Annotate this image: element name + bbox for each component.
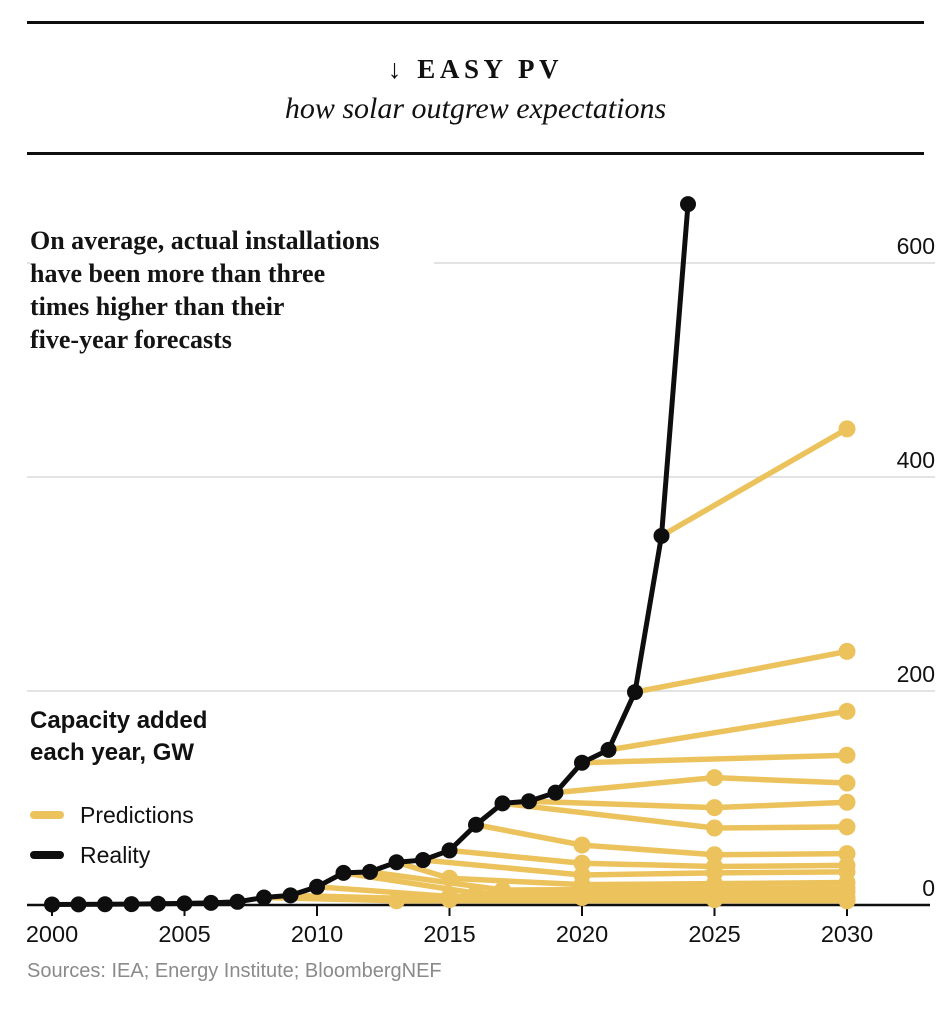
prediction-dot	[388, 892, 405, 910]
reality-dot	[282, 887, 299, 904]
x-tick-label: 2020	[556, 921, 608, 947]
x-tick-label: 2025	[688, 921, 740, 947]
x-tick-label: 2005	[158, 921, 210, 947]
annotation-line-3: times higher than their	[30, 292, 285, 321]
top-rule	[27, 21, 924, 24]
reality-dot	[441, 842, 458, 859]
source-line: Sources: IEA; Energy Institute; Bloomber…	[27, 960, 442, 982]
prediction-dot	[573, 854, 591, 872]
reality-dot	[574, 754, 590, 771]
prediction-line	[261, 894, 850, 904]
legend-title-line-2: each year, GW	[30, 739, 195, 766]
prediction-line	[446, 847, 850, 870]
reality-dot	[494, 795, 511, 812]
y-tick-label: 0	[922, 875, 935, 901]
reality-dot	[521, 793, 537, 810]
annotation-text: On average, actual installations have be…	[30, 224, 434, 362]
x-tick-label: 2030	[821, 921, 873, 947]
prediction-dot	[838, 793, 856, 811]
reality-dot	[680, 196, 696, 213]
reality-dot	[256, 889, 272, 906]
reality-dot	[627, 684, 643, 701]
legend-item-reality: Reality	[30, 835, 290, 875]
reality-swatch	[30, 851, 64, 859]
prediction-line	[526, 798, 850, 811]
prediction-dot	[706, 819, 723, 837]
annotation-line-4: five-year forecasts	[30, 325, 232, 354]
prediction-dot	[838, 818, 856, 836]
prediction-line	[579, 752, 850, 766]
y-tick-label: 200	[897, 661, 935, 687]
reality-dot	[415, 852, 431, 869]
chart-subtitle: how solar outgrew expectations	[284, 92, 667, 125]
prediction-dot	[838, 642, 856, 660]
prediction-dot	[573, 836, 591, 854]
legend: Capacity added each year, GW Predictions…	[30, 705, 290, 875]
reality-dot	[309, 878, 325, 895]
reality-dot	[547, 784, 564, 801]
reality-dot	[150, 895, 166, 912]
annotation-line-2: have been more than three	[30, 259, 326, 288]
prediction-dot	[838, 702, 856, 720]
prediction-dot	[838, 845, 856, 863]
y-tick-label: 600	[897, 233, 935, 259]
x-tick-label: 2010	[291, 921, 343, 947]
prediction-dot	[838, 774, 856, 792]
legend-title: Capacity added each year, GW	[30, 705, 290, 769]
predictions-swatch	[30, 811, 64, 819]
reality-dot	[176, 895, 193, 912]
legend-items: Predictions Reality	[30, 795, 290, 875]
prediction-dot	[706, 846, 723, 864]
reality-dot	[335, 864, 352, 881]
prediction-dot	[706, 769, 723, 787]
prediction-line	[552, 774, 850, 796]
predictions-label: Predictions	[80, 801, 194, 828]
prediction-line	[420, 857, 850, 878]
x-tick-label: 2015	[423, 921, 475, 947]
reality-dot	[653, 527, 670, 544]
reality-dot	[44, 896, 60, 913]
prediction-dot	[706, 799, 723, 817]
prediction-line	[658, 426, 850, 539]
reality-dot	[203, 894, 219, 911]
reality-dot	[123, 896, 140, 913]
reality-dot	[70, 896, 87, 913]
reality-dot	[388, 854, 405, 871]
annotation-line-1: On average, actual installations	[30, 226, 380, 255]
prediction-dot	[838, 746, 856, 764]
prediction-line	[632, 648, 850, 695]
reality-dot	[600, 741, 617, 758]
legend-title-line-1: Capacity added	[30, 707, 208, 734]
reality-dot	[362, 863, 378, 880]
prediction-line	[473, 822, 850, 858]
prediction-line	[605, 708, 850, 753]
legend-item-predictions: Predictions	[30, 795, 290, 835]
prediction-line	[367, 869, 850, 893]
header-rule	[27, 152, 924, 155]
prediction-dot	[838, 892, 856, 910]
reality-dot	[468, 816, 484, 833]
y-tick-label: 400	[897, 447, 935, 473]
prediction-dot	[838, 420, 856, 438]
chart-title: ↓ EASY PV	[387, 54, 564, 84]
x-tick-label: 2000	[26, 921, 78, 947]
reality-label: Reality	[80, 841, 151, 868]
reality-dot	[229, 893, 246, 910]
reality-dot	[97, 896, 113, 913]
